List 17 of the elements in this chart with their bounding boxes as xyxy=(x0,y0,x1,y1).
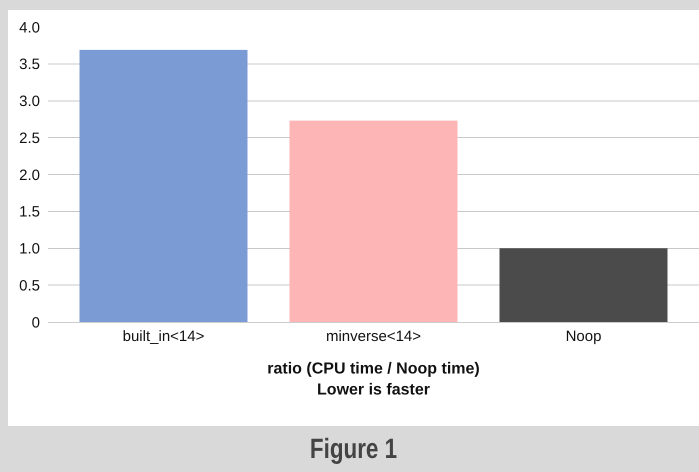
y-tick-label: 0.5 xyxy=(19,277,40,294)
y-tick-label: 1.5 xyxy=(19,204,40,221)
y-tick-label: 3.5 xyxy=(19,56,40,74)
x-tick-label: minverse<14> xyxy=(326,328,422,345)
y-tick-label: 2.0 xyxy=(19,166,40,184)
y-tick-label: 0 xyxy=(32,314,40,332)
bar xyxy=(500,248,668,322)
x-axis-title: ratio (CPU time / Noop time) Lower is faster xyxy=(267,360,480,398)
x-tick-label: Noop xyxy=(566,328,602,345)
y-tick-label: 2.5 xyxy=(19,130,40,147)
bar xyxy=(80,50,248,322)
y-tick-label: 4.0 xyxy=(19,19,40,36)
y-tick-label: 3.0 xyxy=(19,93,40,110)
bar xyxy=(290,120,458,322)
caption: Figure 1 xyxy=(308,432,398,466)
y-tick-label: 1.0 xyxy=(19,240,40,258)
x-tick-label: built_in<14> xyxy=(122,328,205,345)
